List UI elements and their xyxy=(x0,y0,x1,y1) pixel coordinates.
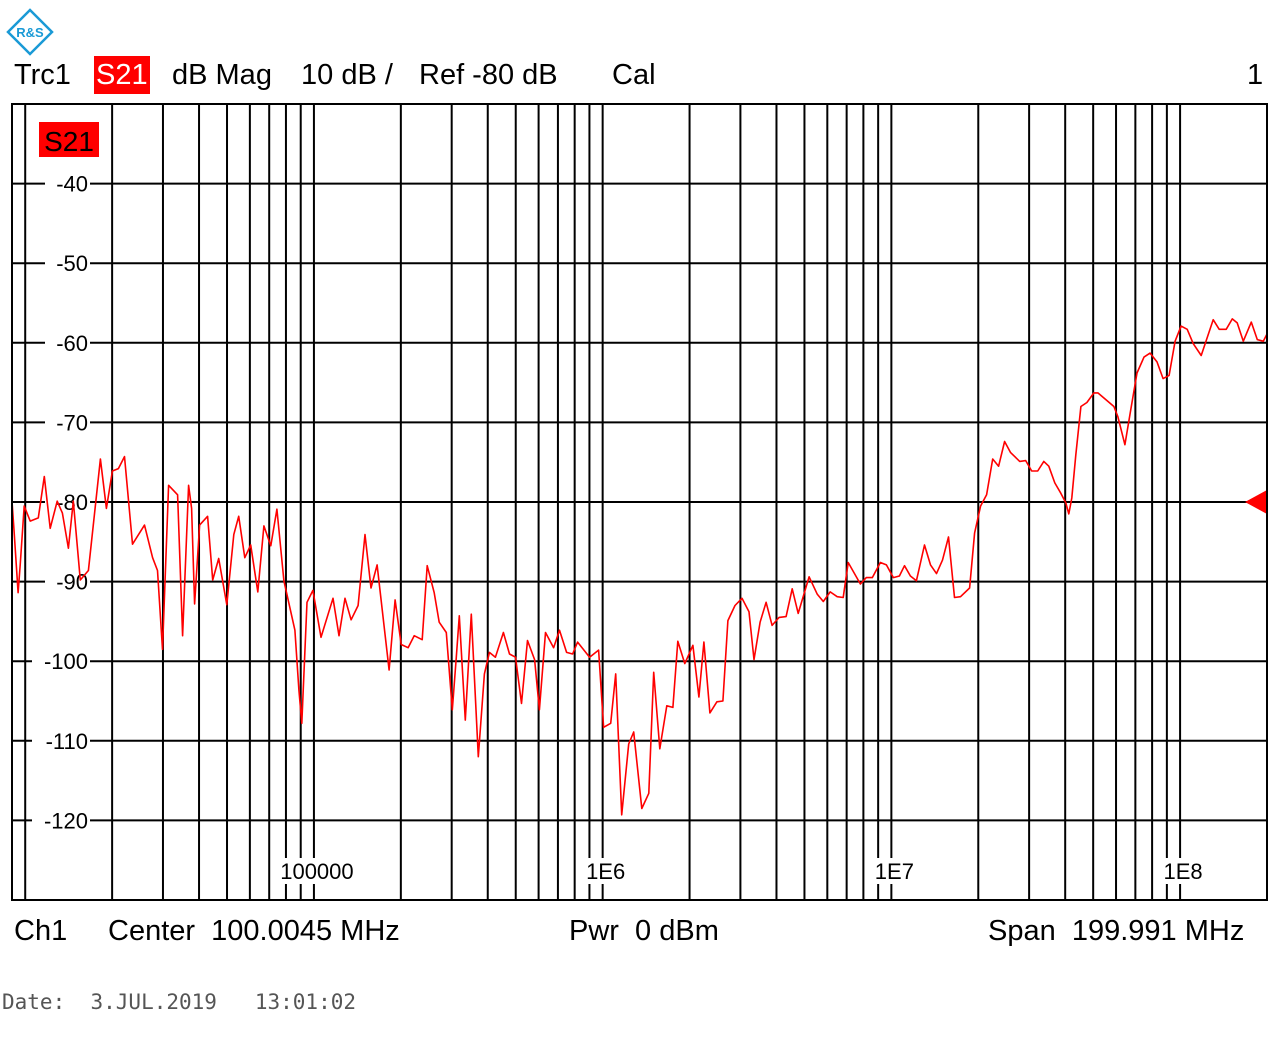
x-tick-label: 1E8 xyxy=(1164,859,1203,884)
x-tick-label: 1E6 xyxy=(586,859,625,884)
format-label[interactable]: dB Mag xyxy=(172,59,272,91)
y-tick-label-background xyxy=(45,490,90,514)
x-tick-labels: 100000 1E6 1E7 1E8 xyxy=(272,858,1203,884)
y-tick-label: -100 xyxy=(44,649,88,674)
y-tick-label-background xyxy=(32,649,90,674)
y-tick-label-background xyxy=(45,410,90,435)
reference-level[interactable]: Ref -80 dB xyxy=(419,59,558,91)
date-stamp: Date: 3.JUL.2019 13:01:02 xyxy=(2,990,357,1014)
measured-parameter[interactable]: S21 xyxy=(94,56,150,94)
plot-border xyxy=(11,103,1268,901)
channel-index: 1 xyxy=(1247,59,1264,91)
y-tick-label-background xyxy=(32,808,90,833)
rohde-schwarz-logo: R&S xyxy=(6,8,54,56)
x-tick-label: 100000 xyxy=(280,859,353,884)
x-tick-label-background xyxy=(869,858,913,884)
y-tick-label: -60 xyxy=(56,331,88,356)
span-frequency[interactable]: Span 199.991 MHz xyxy=(988,915,1245,947)
y-tick-labels: -40-50-60-70-80-90-100-110-120 xyxy=(32,171,90,833)
y-tick-label: -70 xyxy=(56,410,88,435)
calibration-status: Cal xyxy=(612,59,656,91)
y-tick-label-background xyxy=(45,330,90,355)
y-tick-label: -110 xyxy=(46,729,88,754)
y-tick-label: -40 xyxy=(56,172,88,197)
y-tick-label-background xyxy=(45,171,90,196)
trace-line-s21 xyxy=(11,318,1268,816)
trace-tag[interactable]: S21 xyxy=(44,126,94,157)
scale-label[interactable]: 10 dB / xyxy=(301,59,393,91)
y-tick-label: -120 xyxy=(44,808,88,833)
trace-name: Trc1 xyxy=(14,59,71,91)
grid xyxy=(11,104,1268,900)
y-tick-label-background xyxy=(32,728,90,753)
reference-level-marker xyxy=(1245,490,1267,514)
y-tick-label: -90 xyxy=(56,570,88,595)
y-tick-label-background xyxy=(45,251,90,276)
x-tick-label-background xyxy=(581,858,625,884)
svg-text:R&S: R&S xyxy=(16,25,44,40)
trace-tag-box xyxy=(39,122,99,157)
y-tick-label: -50 xyxy=(56,251,88,276)
y-tick-label-background xyxy=(45,569,90,594)
power-level[interactable]: Pwr 0 dBm xyxy=(569,915,719,947)
center-frequency[interactable]: Center 100.0045 MHz xyxy=(108,915,400,947)
x-tick-label: 1E7 xyxy=(875,859,914,884)
x-tick-label-background xyxy=(1158,858,1202,884)
x-tick-label-background xyxy=(272,858,355,884)
channel-label: Ch1 xyxy=(14,915,68,947)
